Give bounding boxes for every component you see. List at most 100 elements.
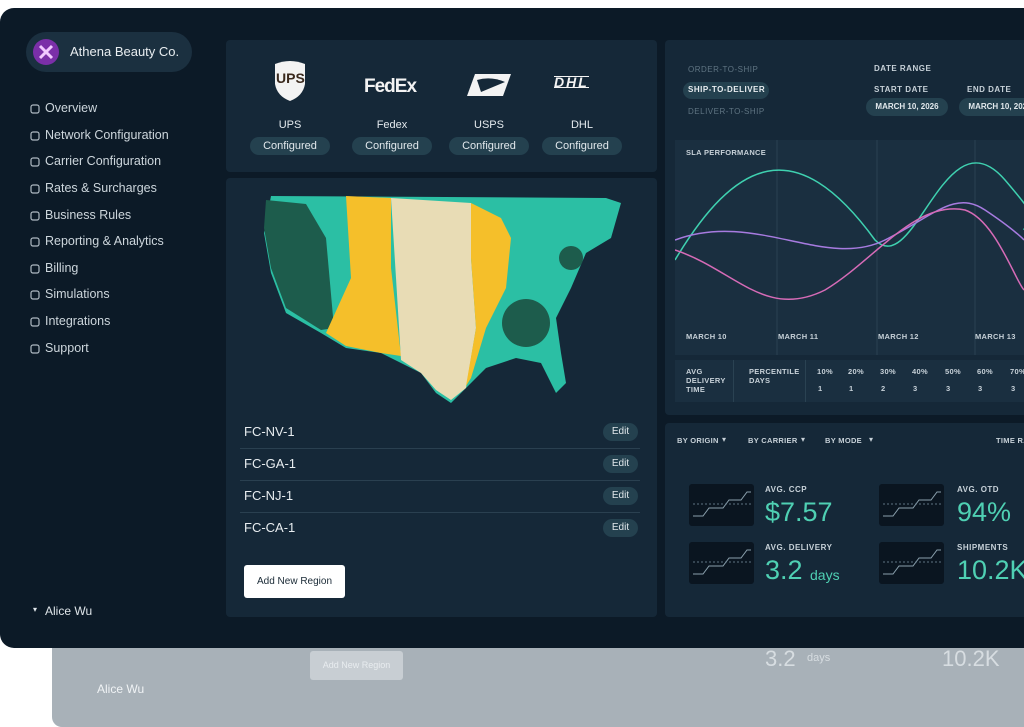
carrier-name: UPS: [278, 119, 302, 131]
nav-item[interactable]: Integrations: [45, 314, 111, 328]
caret: ▾: [869, 435, 874, 444]
company-name: Athena Beauty Co.: [70, 44, 180, 59]
carrier-status[interactable]: Configured: [542, 137, 622, 155]
nav-icon: [30, 211, 40, 221]
percentile: 20%: [848, 367, 864, 376]
ghost-button: Add New Region: [310, 651, 403, 680]
mode-pill[interactable]: [683, 82, 769, 99]
x-date-label: MARCH 13: [975, 332, 1016, 341]
filter-dropdown[interactable]: TIME RANGE: [996, 436, 1024, 445]
edit-button[interactable]: Edit: [603, 423, 638, 441]
region-name: FC-GA-1: [244, 456, 296, 471]
chart-title: SLA PERFORMANCE: [686, 148, 767, 157]
carrier-status[interactable]: Configured: [352, 137, 432, 155]
nav-item[interactable]: Billing: [45, 261, 79, 275]
app-window: Athena Beauty Co. Overview Network Configu…: [0, 8, 1024, 648]
end-label: END DATE: [967, 85, 1012, 94]
usps-logo: [467, 74, 511, 96]
nav-icon: [30, 184, 40, 194]
metric-value: 3.2: [765, 555, 803, 585]
mode-option[interactable]: SHIP-TO-DELIVER: [688, 85, 766, 94]
nav-icon: [30, 157, 40, 167]
sparkline-box: [689, 484, 754, 526]
carrier-name: USPS: [474, 119, 504, 131]
sparkline-box: [879, 542, 944, 584]
reflection: Add New Region Alice Wu 3.2 days 10.2K: [52, 648, 1024, 727]
nav-item[interactable]: Rates & Surcharges: [45, 181, 157, 195]
metric-label: SHIPMENTS: [957, 543, 1009, 552]
percentile: 70%: [1010, 367, 1024, 376]
region-name: FC-NV-1: [244, 424, 295, 439]
ghost-value: 10.2K: [942, 648, 1000, 671]
x-date-label: MARCH 11: [778, 332, 819, 341]
divider: [733, 360, 734, 402]
sla-curves: [675, 140, 1024, 355]
sla-chart: [675, 140, 1024, 355]
mode-option[interactable]: DELIVER-TO-SHIP: [688, 107, 765, 116]
start-date[interactable]: MARCH 10, 2026: [866, 98, 948, 116]
row-divider: [240, 512, 640, 513]
nav-item[interactable]: Business Rules: [45, 208, 132, 222]
filter-dropdown[interactable]: BY CARRIER: [748, 436, 798, 445]
percentile-days: 1: [818, 384, 823, 393]
nav-icon: [30, 237, 40, 247]
nav-icon: [30, 317, 40, 327]
ups-shield: [275, 61, 305, 101]
carrier-logo: FedEx: [364, 76, 417, 97]
nav-item[interactable]: Carrier Configuration: [45, 154, 162, 168]
caret: ▾: [722, 435, 727, 444]
add-region-button[interactable]: Add New Region: [244, 565, 345, 598]
carrier-name: Fedex: [376, 119, 408, 131]
sparkline-box: [689, 542, 754, 584]
col-label: PERCENTILE DAYS: [749, 367, 800, 385]
metric-value: 94%: [957, 497, 1012, 527]
ghost-unit: days: [807, 652, 831, 664]
percentile-days: 3: [913, 384, 918, 393]
nav-icon: [30, 290, 40, 300]
metric-unit: days: [810, 567, 840, 583]
carrier-logo: UPS: [276, 70, 305, 86]
ghost-user: Alice Wu: [97, 682, 145, 696]
x-date-label: MARCH 10: [686, 332, 727, 341]
mode-option[interactable]: ORDER-TO-SHIP: [688, 65, 759, 74]
percentile-days: 3: [978, 384, 983, 393]
nav-item[interactable]: Reporting & Analytics: [45, 234, 164, 248]
company-logo: [33, 39, 59, 65]
nav-icon: [30, 344, 40, 354]
metric-label: AVG. DELIVERY: [765, 543, 833, 552]
percentile: 10%: [817, 367, 833, 376]
carrier-status[interactable]: Configured: [250, 137, 330, 155]
caret: ▾: [801, 435, 806, 444]
nav-item[interactable]: Network Configuration: [45, 128, 169, 142]
x-date-label: MARCH 12: [878, 332, 919, 341]
nav-icon: [30, 104, 40, 114]
nav-icon: [30, 264, 40, 274]
edit-button[interactable]: Edit: [603, 519, 638, 537]
region-name: FC-NJ-1: [244, 488, 294, 503]
sparkline: [693, 491, 751, 517]
metric-label: AVG. CCP: [765, 485, 808, 494]
nav-item[interactable]: Support: [45, 341, 89, 355]
sparkline-box: [879, 484, 944, 526]
edit-button[interactable]: Edit: [603, 487, 638, 505]
filter-dropdown[interactable]: BY ORIGIN: [677, 436, 719, 445]
carrier-name: DHL: [570, 119, 593, 131]
edit-button[interactable]: Edit: [603, 455, 638, 473]
percentile-days: 1: [849, 384, 854, 393]
end-date[interactable]: MARCH 10, 2026: [959, 98, 1024, 116]
metric-value: 10.2K: [957, 555, 1024, 585]
nav-item[interactable]: Overview: [45, 101, 98, 115]
nav-item[interactable]: Simulations: [45, 287, 110, 301]
sparkline: [693, 549, 751, 575]
row-divider: [240, 448, 640, 449]
metric-label: AVG. OTD: [957, 485, 1000, 494]
percentile: 50%: [945, 367, 961, 376]
carrier-logo: DHL: [554, 74, 589, 90]
us-map: [264, 196, 621, 403]
row-label: AVG DELIVERY TIME: [686, 367, 726, 394]
filter-dropdown[interactable]: BY MODE: [825, 436, 862, 445]
sparkline: [883, 549, 941, 575]
carrier-status[interactable]: Configured: [449, 137, 529, 155]
user-name: Alice Wu: [45, 604, 93, 618]
